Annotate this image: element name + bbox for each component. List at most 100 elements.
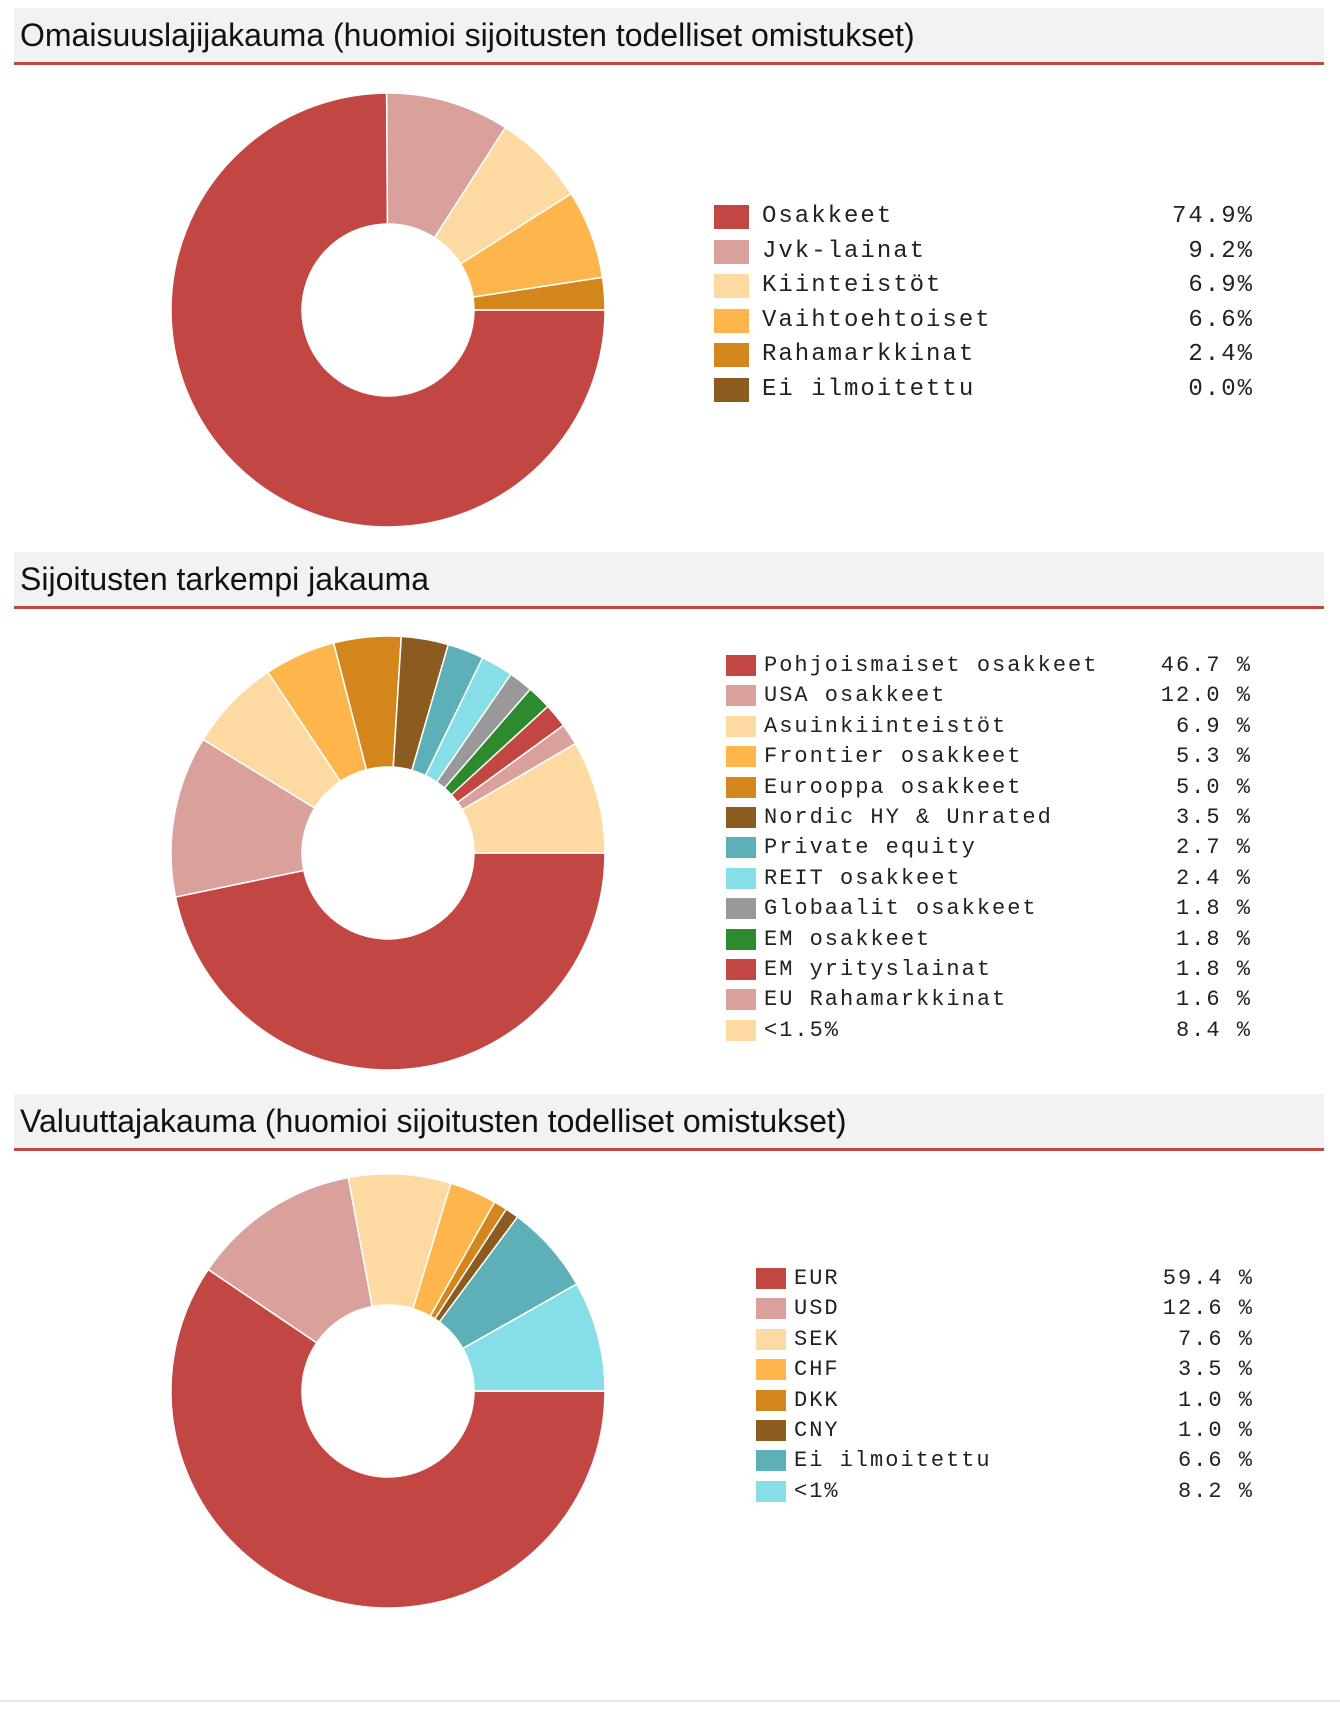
legend-value: 1.6 % — [1175, 987, 1252, 1013]
legend-swatch — [726, 867, 756, 889]
legend-value: 0.0% — [1188, 375, 1254, 403]
legend-value: 3.5 % — [1177, 1357, 1254, 1383]
legend-swatch — [756, 1389, 786, 1411]
legend-swatch — [726, 776, 756, 798]
legend-swatch — [756, 1480, 786, 1502]
legend-label: EUR — [794, 1266, 840, 1291]
legend-item-rahamarkkinat: Rahamarkkinat 2.4% — [714, 341, 1254, 373]
legend-label: Ei ilmoitettu — [794, 1448, 992, 1474]
legend-item-asuinkiinteist-t: Asuinkiinteistöt 6.9 % — [726, 713, 1252, 746]
legend-swatch — [756, 1359, 786, 1381]
slice-usa-osakkeet — [170, 738, 316, 898]
asset-class-section: Omaisuuslajijakauma (huomioi sijoitusten… — [14, 8, 1324, 538]
legend-value: 2.4% — [1188, 341, 1254, 368]
legend-value: 6.9 % — [1175, 713, 1252, 739]
legend-item-private-equity: Private equity 2.7 % — [726, 835, 1252, 867]
slice-usd — [207, 1176, 374, 1344]
legend-label: EM osakkeet — [764, 926, 932, 952]
legend-value: 1.8 % — [1175, 926, 1252, 952]
legend-swatch — [714, 239, 749, 264]
legend-swatch — [726, 837, 756, 859]
legend-item-globaalit-osakkeet: Globaalit osakkeet 1.8 % — [726, 896, 1252, 928]
legend-swatch — [714, 377, 749, 402]
legend-swatch — [714, 308, 749, 333]
legend-item-1-5: <1.5% 8.4 % — [726, 1017, 1252, 1050]
legend-label: CNY — [794, 1418, 840, 1443]
legend-value: 5.3 % — [1175, 744, 1252, 770]
legend-label: Jvk-lainat — [762, 237, 927, 265]
legend-swatch — [756, 1420, 786, 1441]
legend-label: DKK — [794, 1387, 840, 1413]
slice-rahamarkkinat — [472, 276, 606, 311]
legend-item-eurooppa-osakkeet: Eurooppa osakkeet 5.0 % — [726, 774, 1252, 807]
legend-swatch — [726, 959, 756, 980]
legend-item-reit-osakkeet: REIT osakkeet 2.4 % — [726, 865, 1252, 898]
legend-value: 5.0 % — [1175, 774, 1252, 800]
legend-swatch — [726, 898, 756, 920]
legend-item-dkk: DKK 1.0 % — [756, 1387, 1254, 1420]
legend-label: <1% — [794, 1478, 840, 1504]
legend-item-chf: CHF 3.5 % — [756, 1357, 1254, 1389]
legend-item-eu-rahamarkkinat: EU Rahamarkkinat 1.6 % — [726, 987, 1252, 1019]
legend-value: 7.6 % — [1177, 1326, 1254, 1352]
legend-label: REIT osakkeet — [764, 865, 962, 891]
holdings-donut-chart — [170, 635, 606, 1071]
legend-label: Kiinteistöt — [762, 272, 943, 299]
legend-item-pohjoismaiset-osakkeet: Pohjoismaiset osakkeet 46.7 % — [726, 653, 1252, 685]
legend-value: 3.5 % — [1175, 805, 1252, 830]
asset-class-header: Omaisuuslajijakauma (huomioi sijoitusten… — [14, 8, 1324, 65]
legend-swatch — [726, 989, 756, 1011]
legend-label: Pohjoismaiset osakkeet — [764, 653, 1099, 678]
currency-header: Valuuttajakauma (huomioi sijoitusten tod… — [14, 1094, 1324, 1151]
legend-value: 1.8 % — [1175, 957, 1252, 982]
legend-swatch — [726, 655, 756, 676]
legend-value: 6.6 % — [1177, 1448, 1254, 1474]
legend-value: 8.2 % — [1177, 1478, 1254, 1504]
legend-swatch — [714, 343, 749, 367]
legend-label: Asuinkiinteistöt — [764, 713, 1008, 739]
legend-item-nordic-hy-unrated: Nordic HY & Unrated 3.5 % — [726, 805, 1252, 837]
legend-swatch — [714, 205, 749, 229]
legend-swatch — [756, 1298, 786, 1320]
legend-item-osakkeet: Osakkeet 74.9% — [714, 203, 1254, 235]
slice-eur — [170, 1268, 606, 1609]
legend-label: USD — [794, 1296, 840, 1322]
legend-swatch — [756, 1328, 786, 1350]
legend-value: 9.2% — [1188, 237, 1254, 265]
legend-item-frontier-osakkeet: Frontier osakkeet 5.3 % — [726, 744, 1252, 776]
holdings-title: Sijoitusten tarkempi jakauma — [20, 561, 430, 597]
legend-label: Ei ilmoitettu — [762, 375, 976, 403]
legend-value: 74.9% — [1171, 203, 1254, 230]
legend-value: 2.7 % — [1175, 835, 1252, 861]
legend-value: 1.0 % — [1177, 1418, 1254, 1443]
legend-label: EU Rahamarkkinat — [764, 987, 1008, 1013]
legend-swatch — [726, 715, 756, 737]
legend-item-vaihtoehtoiset: Vaihtoehtoiset 6.6% — [714, 306, 1254, 339]
legend-label: CHF — [794, 1357, 840, 1383]
legend-item-eur: EUR 59.4 % — [756, 1266, 1254, 1298]
legend-value: 6.6% — [1188, 306, 1254, 334]
legend-swatch — [756, 1450, 786, 1472]
legend-value: 46.7 % — [1160, 653, 1252, 678]
legend-item-em-yrityslainat: EM yrityslainat 1.8 % — [726, 957, 1252, 989]
legend-swatch — [726, 1019, 756, 1041]
legend-value: 12.6 % — [1162, 1296, 1254, 1322]
legend-swatch — [756, 1268, 786, 1289]
legend-label: <1.5% — [764, 1017, 841, 1043]
legend-swatch — [726, 746, 756, 768]
legend-label: Eurooppa osakkeet — [764, 774, 1023, 800]
slice-osakkeet — [170, 92, 606, 528]
legend-swatch — [726, 685, 756, 707]
legend-label: EM yrityslainat — [764, 957, 993, 982]
legend-label: Globaalit osakkeet — [764, 896, 1038, 922]
legend-label: SEK — [794, 1326, 840, 1352]
legend-swatch — [726, 928, 756, 950]
legend-swatch — [726, 807, 756, 828]
legend-label: USA osakkeet — [764, 683, 947, 709]
legend-item-sek: SEK 7.6 % — [756, 1326, 1254, 1359]
legend-value: 12.0 % — [1160, 683, 1252, 709]
legend-label: Rahamarkkinat — [762, 341, 976, 368]
currency-title: Valuuttajakauma (huomioi sijoitusten tod… — [20, 1103, 847, 1139]
legend-item-usd: USD 12.6 % — [756, 1296, 1254, 1328]
legend-item-em-osakkeet: EM osakkeet 1.8 % — [726, 926, 1252, 959]
